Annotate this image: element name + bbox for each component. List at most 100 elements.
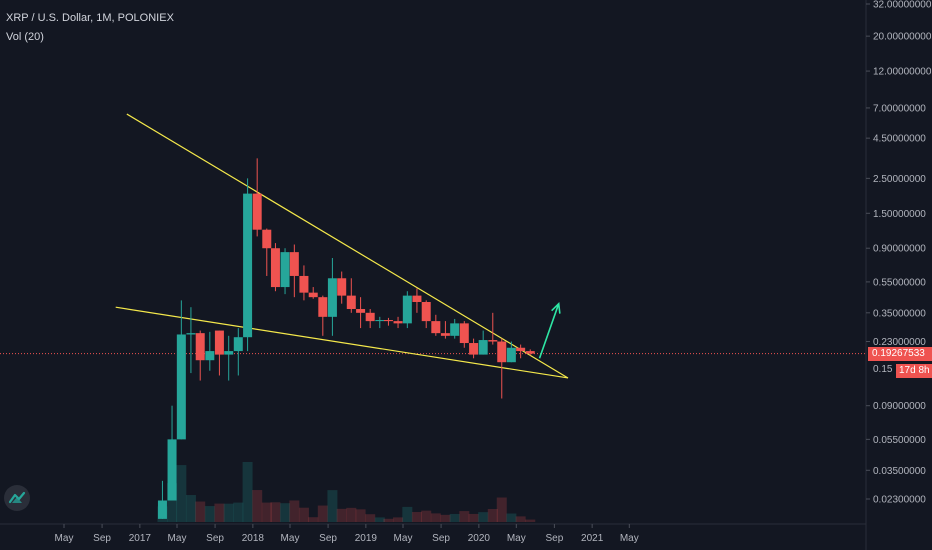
volume-bar <box>336 508 347 522</box>
candle-body <box>402 295 412 324</box>
x-tick-label: 2021 <box>581 533 604 544</box>
candle-body <box>469 343 479 355</box>
volume-bar <box>411 512 422 522</box>
y-tick-label: 1.50000000 <box>873 209 926 220</box>
candle-body <box>337 278 347 296</box>
last-price-tag: 0.19267533 <box>868 347 932 361</box>
candle-body <box>176 334 186 440</box>
x-tick-label: May <box>55 533 74 544</box>
candle-body <box>506 347 516 363</box>
candle-body <box>365 312 375 322</box>
candle-body <box>195 333 205 361</box>
candle-body <box>167 439 177 501</box>
volume-bar <box>374 517 385 522</box>
y-price-label-partial: 0.15 <box>873 364 893 375</box>
candle-body <box>289 252 299 276</box>
volume-bar <box>308 517 319 522</box>
volume-bar <box>195 501 206 522</box>
volume-bar <box>506 513 517 522</box>
chart-legend: XRP / U.S. Dollar, 1M, POLONIEX Vol (20) <box>6 9 174 47</box>
volume-bar <box>421 510 432 522</box>
volume-bar <box>393 517 404 522</box>
volume-bar <box>167 483 178 522</box>
candle-body <box>346 295 356 310</box>
volume-bar <box>365 514 376 522</box>
volume-bar <box>223 503 234 522</box>
candle-body <box>412 295 422 302</box>
x-tick-label: Sep <box>93 533 111 544</box>
candle-body <box>262 229 272 249</box>
volume-bar <box>214 503 225 522</box>
volume-bar <box>252 490 263 522</box>
y-tick-label: 0.02300000 <box>873 495 926 506</box>
volume-bar <box>327 490 338 522</box>
x-tick-label: May <box>620 533 639 544</box>
y-tick-label: 20.00000000 <box>873 32 932 43</box>
x-tick-label: May <box>168 533 187 544</box>
volume-bar <box>204 506 215 522</box>
symbol-title[interactable]: XRP / U.S. Dollar, 1M, POLONIEX <box>6 12 174 24</box>
y-tick-label: 12.00000000 <box>873 67 932 78</box>
tradingview-logo-icon[interactable] <box>4 485 30 511</box>
candle-body <box>270 248 280 288</box>
volume-bar <box>402 506 413 522</box>
x-tick-label: Sep <box>206 533 224 544</box>
y-axis[interactable]: 32.00000000 20.00000000 12.00000000 7.00000… <box>866 0 932 506</box>
candle-body <box>497 341 507 363</box>
x-tick-label: May <box>394 533 413 544</box>
candle-body <box>233 337 243 352</box>
candle-body <box>243 193 253 338</box>
x-tick-label: May <box>507 533 526 544</box>
volume-bar <box>430 513 441 522</box>
x-tick-label: 2018 <box>242 533 265 544</box>
trendline <box>126 113 569 379</box>
volume-bar <box>449 513 460 522</box>
volume-bar <box>383 518 394 522</box>
candle-body <box>478 340 488 355</box>
volume-bar <box>515 516 526 522</box>
candle-body <box>327 278 337 317</box>
candle-body <box>308 292 318 298</box>
candle-body <box>450 323 460 336</box>
y-tick-label: 0.90000000 <box>873 244 926 255</box>
breakout-arrow <box>538 303 560 359</box>
bar-countdown-tag: 17d 8h <box>896 364 932 378</box>
volume-bars <box>157 462 536 522</box>
candle-body <box>252 193 262 230</box>
volume-bar <box>487 508 498 522</box>
candle-body <box>421 301 431 322</box>
y-tick-label: 0.35000000 <box>873 308 926 319</box>
candle-body <box>214 330 224 355</box>
x-axis[interactable]: May Sep 2017 May Sep 2018 May Sep 2019 May Sep 2020… <box>55 524 639 544</box>
candle-body <box>356 309 366 313</box>
volume-bar <box>440 514 451 522</box>
x-tick-label: Sep <box>432 533 450 544</box>
candle-body <box>440 333 450 336</box>
breakout-arrow-head <box>551 301 561 314</box>
candle-body <box>157 500 167 519</box>
y-tick-label: 7.00000000 <box>873 103 926 114</box>
volume-bar <box>298 507 309 522</box>
candle-body <box>459 323 469 344</box>
y-tick-label: 0.05500000 <box>873 435 926 446</box>
x-tick-label: Sep <box>545 533 563 544</box>
volume-bar <box>317 505 328 522</box>
volume-bar <box>289 500 300 522</box>
volume-bar <box>478 512 489 522</box>
candle-body <box>318 297 328 317</box>
volume-bar <box>185 495 196 522</box>
y-tick-label: 0.55000000 <box>873 277 926 288</box>
volume-bar <box>176 465 187 522</box>
candle-body <box>431 321 441 334</box>
candle-body <box>516 347 526 352</box>
volume-bar <box>280 503 291 522</box>
volume-bar <box>355 509 366 522</box>
volume-bar <box>459 511 470 522</box>
candle-body <box>375 320 385 322</box>
x-tick-label: 2019 <box>355 533 378 544</box>
volume-indicator-label[interactable]: Vol (20) <box>6 31 44 43</box>
y-tick-label: 2.50000000 <box>873 174 926 185</box>
candle-body <box>488 340 498 342</box>
volume-bar <box>468 513 479 522</box>
